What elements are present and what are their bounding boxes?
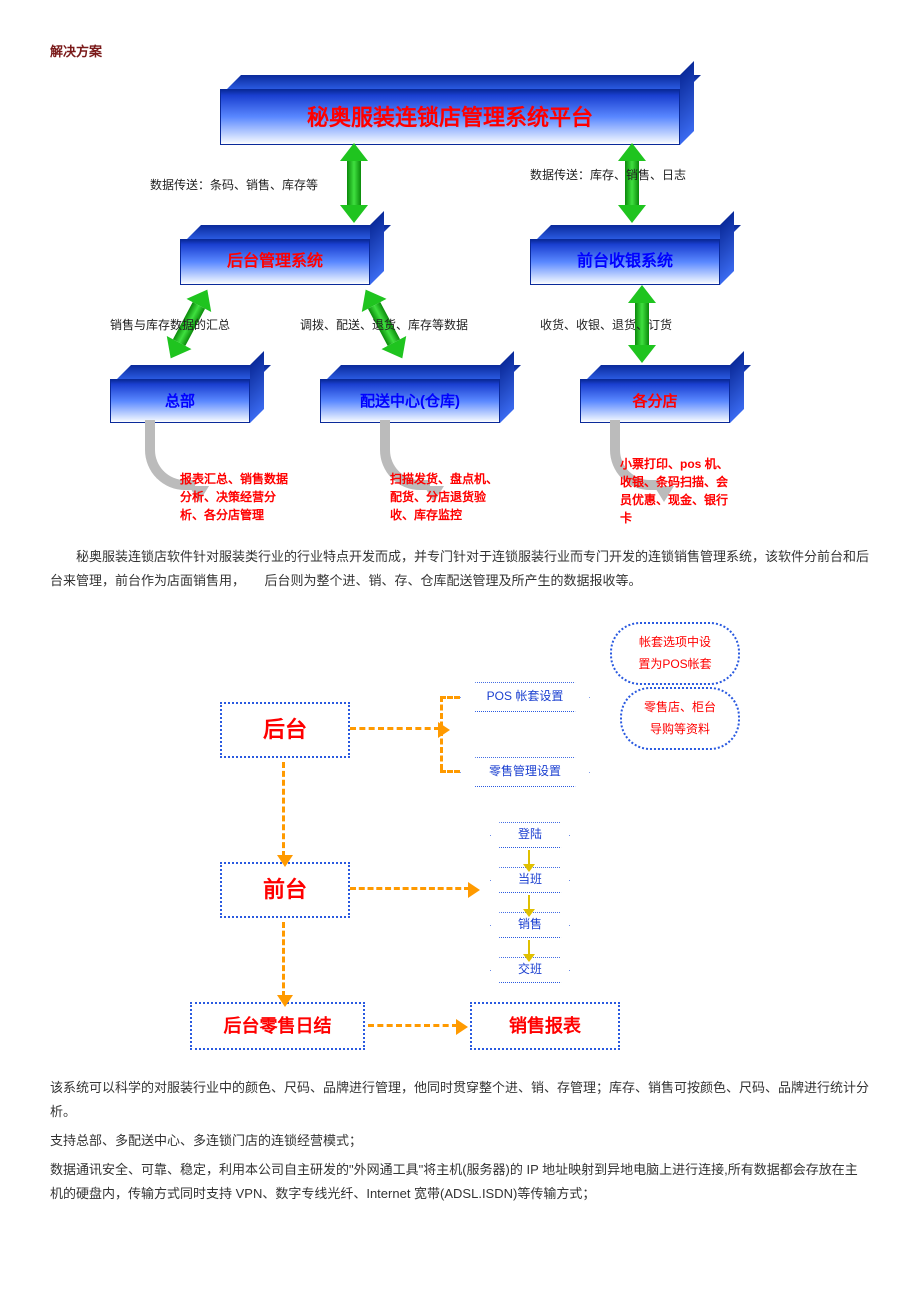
flow-node: 后台 <box>220 702 350 758</box>
node-label: 后台管理系统 <box>180 239 370 285</box>
node-box: 秘奥服装连锁店管理系统平台 <box>220 75 680 145</box>
hex-node: POS 帐套设置 <box>460 682 590 712</box>
feature-paragraph-2: 支持总部、多配送中心、多连锁门店的连锁经营模式； <box>50 1129 870 1152</box>
orange-arrow-h <box>350 887 470 890</box>
orange-arrow-h <box>368 1024 458 1027</box>
output-text: 报表汇总、销售数据分析、决策经营分析、各分店管理 <box>180 470 330 524</box>
flow-node: 后台零售日结 <box>190 1002 365 1050</box>
edge-label: 销售与库存数据的汇总 <box>110 315 230 337</box>
intro-paragraph: 秘奥服装连锁店软件针对服装类行业的行业特点开发而成，并专门针对于连锁服装行业而专… <box>50 545 870 592</box>
hex-node: 零售管理设置 <box>460 757 590 787</box>
node-label: 配送中心(仓库) <box>320 379 500 423</box>
system-platform-diagram: 秘奥服装连锁店管理系统平台后台管理系统 前台收银系统总部 配送中心(仓库) 各分店 数据… <box>50 75 870 535</box>
workflow-diagram: 后台前台后台零售日结销售报表POS 帐套设置零售管理设置登陆当班销售交班帐套选项… <box>190 602 810 1062</box>
output-text: 扫描发货、盘点机、配货、分店退货验收、库存监控 <box>390 470 540 524</box>
feature-paragraph-3: 数据通讯安全、可靠、稳定，利用本公司自主研发的"外网通工具"将主机(服务器)的 … <box>50 1158 870 1205</box>
node-box: 配送中心(仓库) <box>320 365 500 423</box>
page-title: 解决方案 <box>50 40 870 63</box>
feature-paragraph-1: 该系统可以科学的对服装行业中的颜色、尺码、品牌进行管理，他同时贯穿整个进、销、存… <box>50 1076 870 1123</box>
node-label: 各分店 <box>580 379 730 423</box>
callout-cloud: 零售店、柜台导购等资料 <box>620 687 740 750</box>
orange-arrow-v <box>282 922 285 997</box>
yellow-arrow <box>528 850 530 864</box>
edge-label: 调拨、配送、退货、库存等数据 <box>300 315 468 337</box>
edge-label: 数据传送：条码、销售、库存等 <box>150 175 318 197</box>
node-label: 秘奥服装连锁店管理系统平台 <box>220 89 680 145</box>
edge-label: 收货、收银、退货、订货 <box>540 315 672 337</box>
flow-node: 前台 <box>220 862 350 918</box>
bi-arrow <box>340 143 368 223</box>
node-box: 后台管理系统 <box>180 225 370 285</box>
node-label: 总部 <box>110 379 250 423</box>
node-box: 总部 <box>110 365 250 423</box>
edge-label: 数据传送：库存、销售、日志 <box>530 165 686 187</box>
node-box: 前台收银系统 <box>530 225 720 285</box>
yellow-arrow <box>528 895 530 909</box>
callout-cloud: 帐套选项中设置为POS帐套 <box>610 622 740 685</box>
output-text: 小票打印、pos 机、收银、条码扫描、会员优惠、现金、银行卡 <box>620 455 770 527</box>
yellow-arrow <box>528 940 530 954</box>
branch-stub <box>440 770 460 773</box>
node-label: 前台收银系统 <box>530 239 720 285</box>
orange-arrow-h <box>350 727 440 730</box>
branch-stub <box>440 696 460 699</box>
node-box: 各分店 <box>580 365 730 423</box>
hex-node: 登陆 <box>490 822 570 848</box>
branch-line <box>440 696 443 770</box>
orange-arrow-v <box>282 762 285 857</box>
flow-node: 销售报表 <box>470 1002 620 1050</box>
